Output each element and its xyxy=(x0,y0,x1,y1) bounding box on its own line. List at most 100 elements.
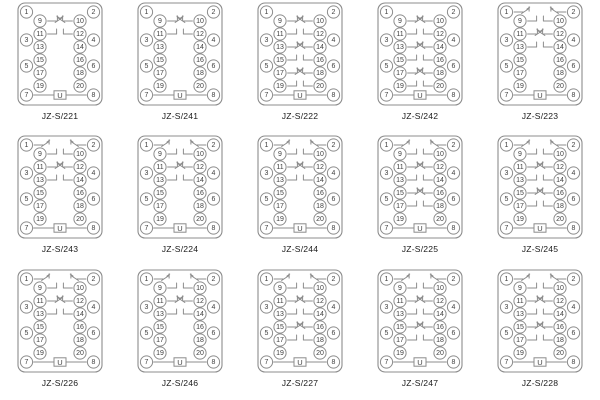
diagram-cell: U 1 2 3 4 5 6 7 8 9 10 11 12 13 14 15 16 17 18 19 20 JZ-S/221 xyxy=(0,0,120,133)
terminal-20 xyxy=(73,346,87,360)
terminal-14 xyxy=(73,307,87,321)
terminal-17 xyxy=(393,199,407,213)
terminal-label-10: 10 xyxy=(196,284,204,291)
relay-shell xyxy=(257,2,343,106)
terminal-label-10: 10 xyxy=(76,18,84,25)
terminal-label-1: 1 xyxy=(25,275,29,282)
terminal-4 xyxy=(206,300,221,314)
contact-17-19-tip xyxy=(419,67,424,71)
terminal-label-3: 3 xyxy=(505,37,509,44)
contact-11-13-tip xyxy=(59,161,64,166)
terminal-19 xyxy=(33,79,47,93)
coil-label: U xyxy=(297,357,302,366)
coil-box xyxy=(293,356,307,367)
terminal-14 xyxy=(433,173,447,187)
relay-shell xyxy=(377,269,463,373)
terminal-9 xyxy=(393,147,407,161)
terminal-9 xyxy=(393,281,407,295)
terminal-label-7: 7 xyxy=(385,225,389,232)
terminal-20 xyxy=(433,79,447,93)
terminal-label-20: 20 xyxy=(556,83,564,90)
terminal-10 xyxy=(193,14,207,28)
terminal-label-9: 9 xyxy=(398,151,402,158)
contact-11-13-tip xyxy=(539,295,544,299)
terminal-label-2: 2 xyxy=(452,142,456,149)
terminal-label-9: 9 xyxy=(38,151,42,158)
contact-12-14-blade xyxy=(296,163,306,170)
coil-label: U xyxy=(57,224,62,233)
contact-2-10-blade xyxy=(310,274,319,281)
terminal-12 xyxy=(433,27,447,41)
terminal-3 xyxy=(379,300,394,314)
contact-18-20-blade xyxy=(296,69,306,75)
terminal-label-14: 14 xyxy=(76,44,84,51)
coil-box xyxy=(533,223,547,234)
terminal-label-8: 8 xyxy=(332,358,336,365)
terminal-18 xyxy=(433,199,447,213)
terminal-20 xyxy=(433,346,447,360)
terminal-5 xyxy=(499,326,514,340)
terminal-11 xyxy=(33,160,47,174)
terminal-label-4: 4 xyxy=(572,303,576,310)
terminal-label-4: 4 xyxy=(572,37,576,44)
terminal-label-6: 6 xyxy=(212,329,216,336)
terminal-2 xyxy=(326,272,341,286)
terminal-label-18: 18 xyxy=(196,70,204,77)
terminal-label-11: 11 xyxy=(36,297,43,304)
contact-1-9-blade xyxy=(521,141,530,148)
terminal-label-13: 13 xyxy=(276,44,284,51)
terminal-7 xyxy=(499,355,514,369)
contact-1-9-tip xyxy=(406,273,411,277)
terminal-label-16: 16 xyxy=(556,323,564,330)
diagram-model-label: JZ-S/223 xyxy=(521,111,559,121)
terminal-label-4: 4 xyxy=(212,170,216,177)
terminal-6 xyxy=(446,326,461,340)
terminal-label-17: 17 xyxy=(396,70,404,77)
contact-11-13-tip xyxy=(59,295,64,299)
contact-16-18-blade xyxy=(536,189,546,196)
terminal-10 xyxy=(313,14,327,28)
terminal-18 xyxy=(433,66,447,80)
terminal-12 xyxy=(313,27,327,41)
terminal-label-15: 15 xyxy=(36,323,44,330)
terminal-9 xyxy=(153,147,167,161)
terminal-label-4: 4 xyxy=(452,303,456,310)
terminal-label-18: 18 xyxy=(436,70,444,77)
terminal-12 xyxy=(73,160,87,174)
terminal-6 xyxy=(86,59,101,73)
terminal-3 xyxy=(499,300,514,314)
relay-shell xyxy=(137,135,223,239)
terminal-label-10: 10 xyxy=(316,284,324,291)
terminal-label-18: 18 xyxy=(196,336,204,343)
terminal-label-12: 12 xyxy=(316,164,324,171)
terminal-label-12: 12 xyxy=(436,164,444,171)
diagram-model-label: JZ-S/222 xyxy=(281,111,319,121)
contact-1-9-tip xyxy=(166,273,171,277)
terminal-6 xyxy=(326,59,341,73)
terminal-label-15: 15 xyxy=(156,57,164,64)
relay-shell xyxy=(377,2,463,106)
terminal-label-6: 6 xyxy=(332,196,336,203)
contact-13-15-tip xyxy=(419,41,424,45)
coil-label: U xyxy=(417,91,422,100)
terminal-label-14: 14 xyxy=(316,44,324,51)
terminal-label-5: 5 xyxy=(25,329,29,336)
contact-10-12-tip xyxy=(176,15,181,19)
diagram-model-label: JZ-S/226 xyxy=(41,377,79,388)
terminal-label-1: 1 xyxy=(145,142,149,149)
contact-15-17-tip xyxy=(539,187,544,192)
contact-12-14-tip xyxy=(176,295,181,299)
terminal-7 xyxy=(139,355,154,369)
diagram-model-label: JZ-S/241 xyxy=(161,111,199,121)
terminal-3 xyxy=(259,166,274,180)
terminal-14 xyxy=(313,173,327,187)
terminal-17 xyxy=(513,333,527,347)
terminal-11 xyxy=(33,27,47,41)
coil-box xyxy=(53,356,67,367)
